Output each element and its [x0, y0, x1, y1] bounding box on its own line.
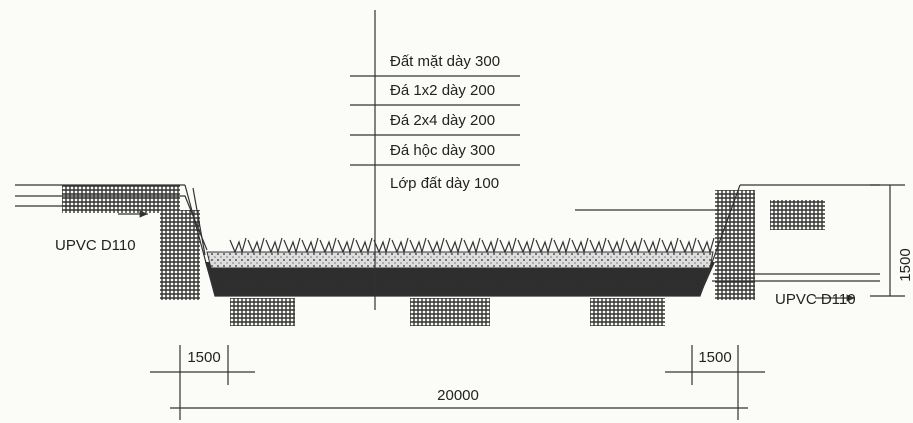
outlet-label: UPVC D110: [775, 291, 856, 308]
layer-label: Đá 1x2 dày 200: [390, 82, 495, 99]
page: Đất mặt dày 300 Đá 1x2 dày 200 Đá 2x4 dà…: [0, 0, 913, 423]
inlet-label: UPVC D110: [55, 237, 136, 254]
depth-dimension: 1500: [897, 248, 913, 281]
plants: [230, 238, 714, 252]
wetland-section: Đất mặt dày 300 Đá 1x2 dày 200 Đá 2x4 dà…: [0, 0, 913, 423]
slope-dimension: 1500: [187, 349, 220, 366]
layer-label: Lớp đất dày 100: [390, 175, 499, 192]
slope-dimension: 1500: [698, 349, 731, 366]
width-dimension: 20000: [437, 387, 479, 404]
layer-label: Đất mặt dày 300: [390, 53, 500, 70]
layer-label: Đá hộc dày 300: [390, 142, 495, 159]
layer-label: Đá 2x4 dày 200: [390, 112, 495, 129]
